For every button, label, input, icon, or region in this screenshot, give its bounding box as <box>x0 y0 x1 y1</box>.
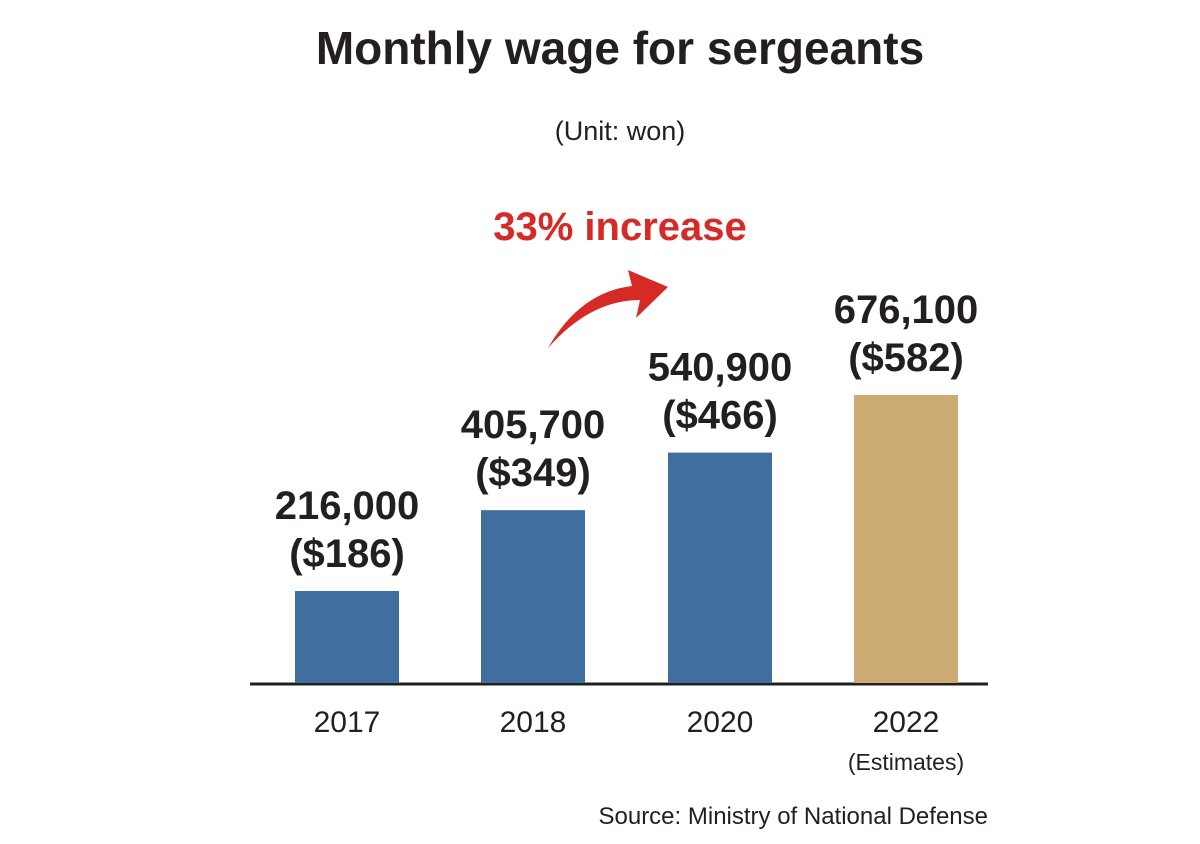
chart-title: Monthly wage for sergeants <box>316 22 924 74</box>
value-label: 676,100 <box>834 288 979 332</box>
annotation: 33% increase <box>493 205 747 249</box>
value-label: 216,000 <box>275 484 420 528</box>
category-note: (Estimates) <box>848 749 964 775</box>
usd-label: ($349) <box>475 451 591 495</box>
x-tick-label: 2022 <box>873 706 940 739</box>
bar <box>668 452 772 683</box>
x-tick-label: 2017 <box>314 706 381 739</box>
x-tick-label: 2018 <box>500 706 567 739</box>
source: Source: Ministry of National Defense <box>598 803 988 830</box>
bar <box>481 510 585 683</box>
chart-subtitle: (Unit: won) <box>555 116 686 146</box>
usd-label: ($186) <box>289 532 405 576</box>
value-label: 405,700 <box>461 403 606 447</box>
bar <box>295 590 399 683</box>
usd-label: ($466) <box>662 394 778 438</box>
x-tick-label: 2020 <box>687 706 754 739</box>
value-label: 540,900 <box>648 346 793 390</box>
bar <box>854 395 958 683</box>
increase-arrow <box>548 270 668 348</box>
usd-label: ($582) <box>848 336 964 380</box>
